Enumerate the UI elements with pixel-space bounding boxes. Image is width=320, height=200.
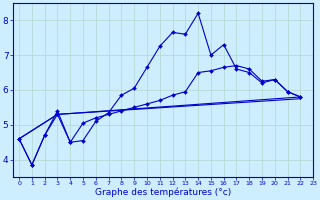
X-axis label: Graphe des températures (°c): Graphe des températures (°c) bbox=[95, 188, 231, 197]
